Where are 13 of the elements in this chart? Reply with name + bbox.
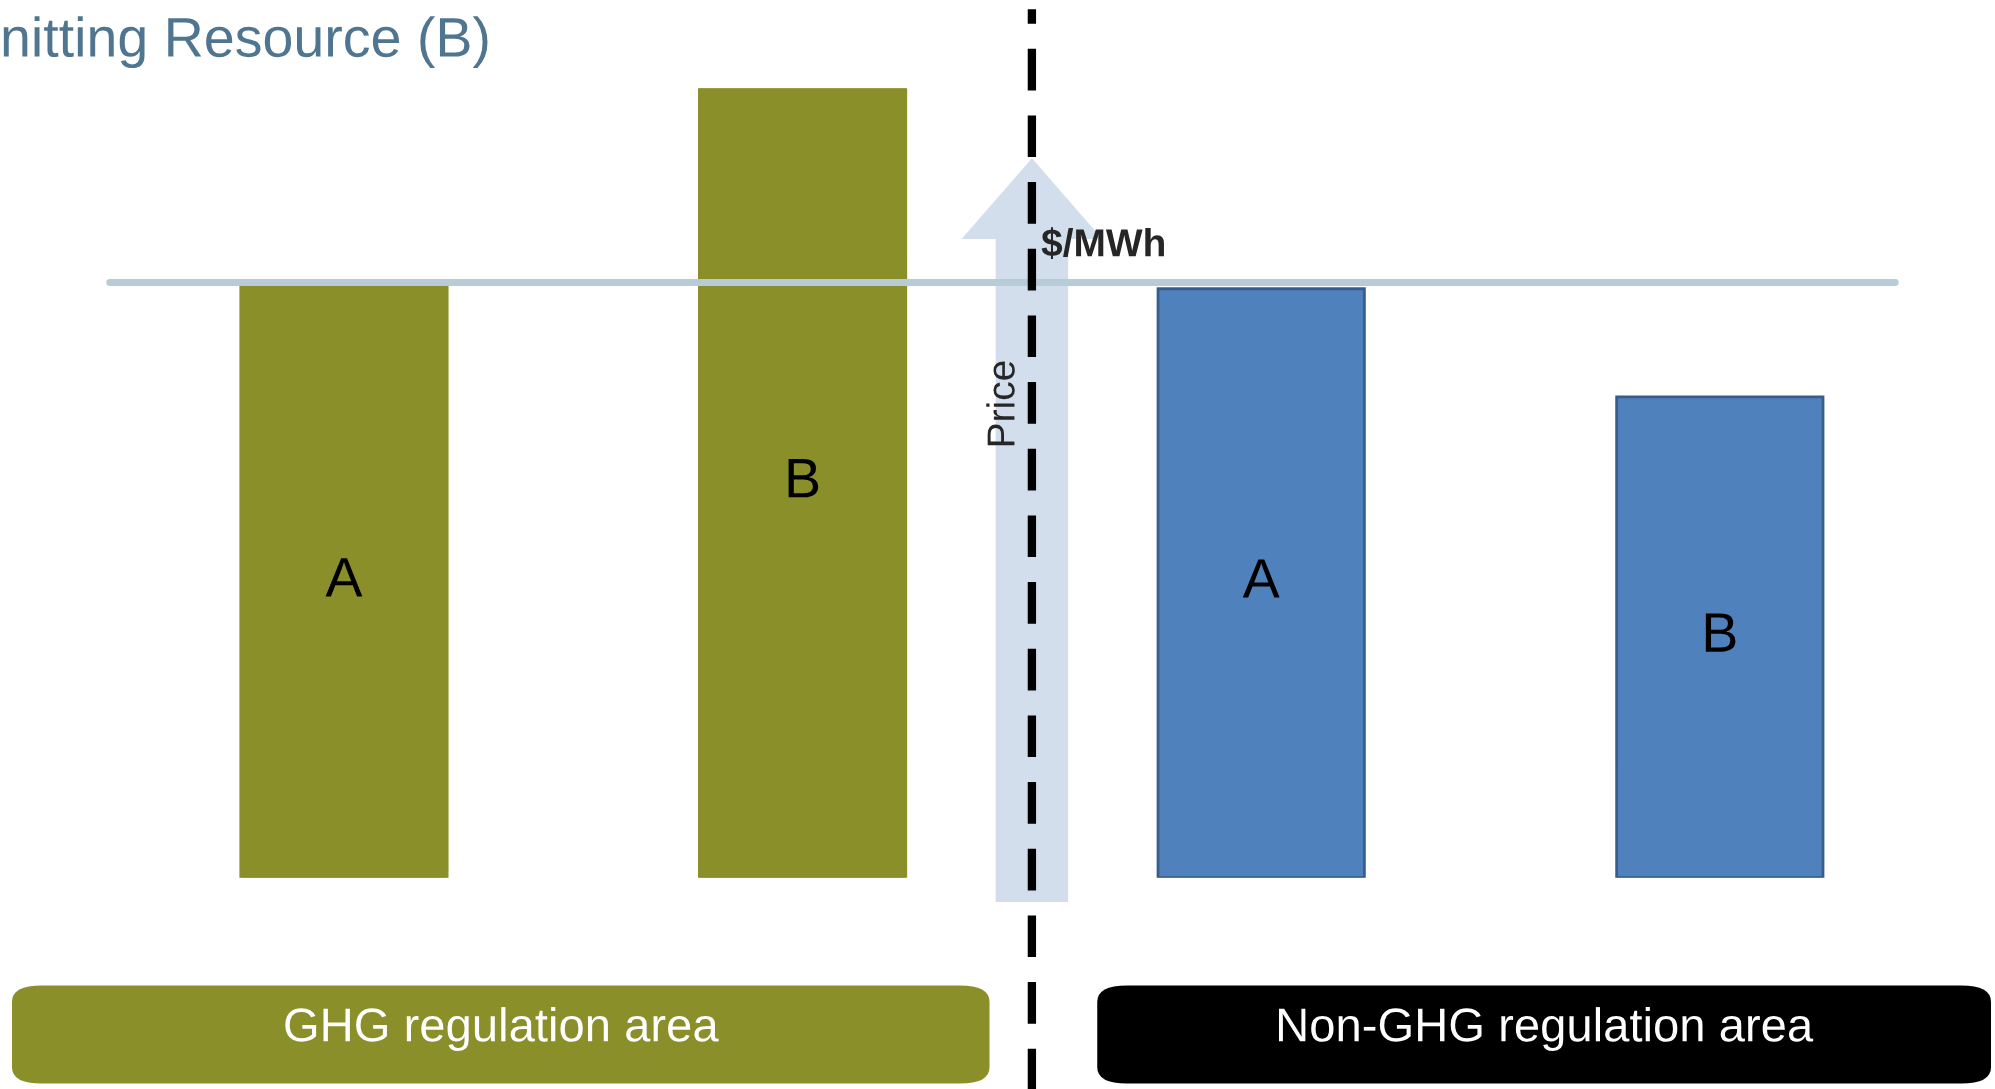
bar [1615, 395, 1825, 878]
chart-title: nitting Resource (B) [3, 16, 488, 69]
annotation: $/MWh [1041, 227, 1164, 260]
x-tick-label: B [1705, 613, 1736, 652]
x-tick-label: A [325, 558, 363, 597]
bar [1156, 287, 1366, 878]
text: GHG regulation area [285, 1007, 719, 1052]
x-tick-label: B [788, 459, 819, 498]
x-tick-label: A [1242, 559, 1280, 598]
bar [698, 88, 908, 878]
y-axis-title: Price [986, 361, 1015, 446]
text: Non-GHG regulation area [1278, 1007, 1814, 1052]
bar [239, 284, 449, 878]
